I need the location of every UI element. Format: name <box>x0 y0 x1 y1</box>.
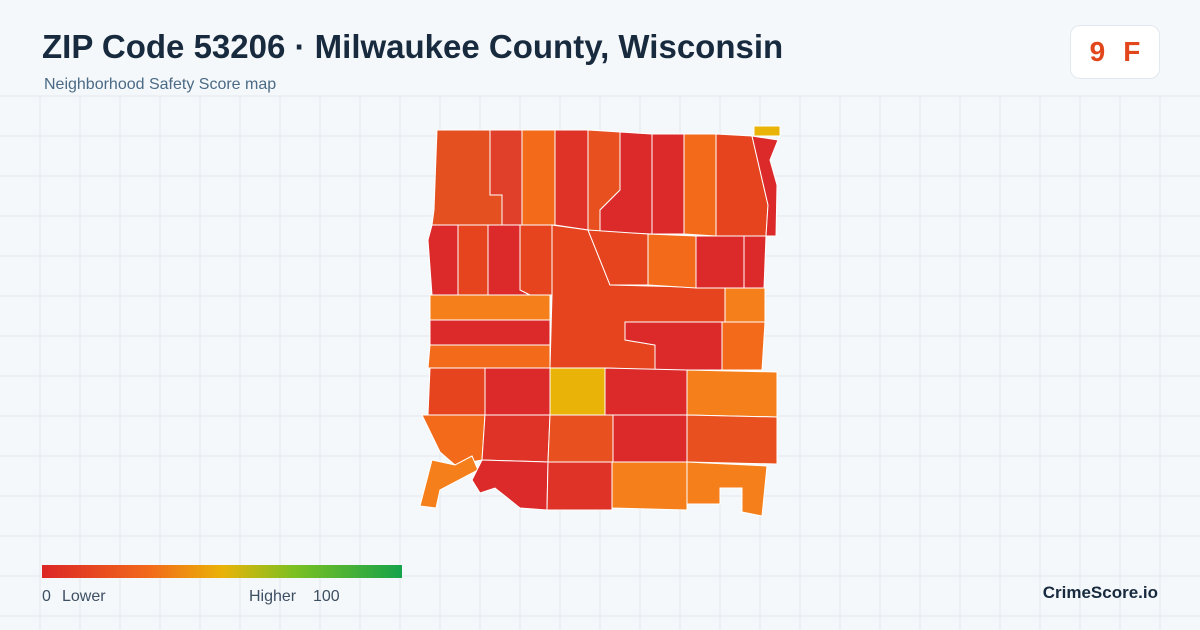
legend-gradient <box>42 565 402 578</box>
region <box>612 414 688 463</box>
region <box>651 133 685 235</box>
region <box>429 319 551 346</box>
region <box>686 369 778 418</box>
region <box>457 224 489 296</box>
region <box>721 321 766 371</box>
region <box>743 235 767 289</box>
subtitle: Neighborhood Safety Score map <box>44 76 277 93</box>
region <box>521 129 556 226</box>
title: ZIP Code 53206 · Milwaukee County, Wisco… <box>42 28 784 65</box>
region <box>429 294 551 321</box>
region <box>519 224 553 296</box>
region <box>549 367 606 416</box>
region <box>419 455 479 509</box>
brand: CrimeScore.io <box>1042 583 1158 602</box>
region <box>647 233 697 289</box>
region <box>427 224 459 296</box>
score-badge: 9 F <box>1070 25 1160 79</box>
region <box>751 135 779 237</box>
region <box>604 367 688 416</box>
legend-min-label: Lower <box>62 588 106 605</box>
region <box>724 287 766 323</box>
region <box>427 344 551 369</box>
legend-max-label: Higher <box>249 588 297 605</box>
region <box>753 125 781 137</box>
legend-min: 0 <box>42 588 51 605</box>
region <box>546 461 613 511</box>
region <box>427 367 486 416</box>
region <box>611 461 688 511</box>
region <box>484 367 551 416</box>
map-regions <box>419 125 781 517</box>
region <box>683 133 717 237</box>
region <box>547 414 614 463</box>
region <box>686 414 778 465</box>
score-grade: F <box>1123 36 1141 67</box>
region <box>695 235 745 289</box>
region <box>421 414 486 466</box>
region <box>686 461 768 517</box>
legend-max: 100 <box>313 588 340 605</box>
region <box>554 129 589 231</box>
region <box>471 459 549 511</box>
score-value: 9 <box>1089 36 1106 67</box>
region <box>481 414 551 463</box>
